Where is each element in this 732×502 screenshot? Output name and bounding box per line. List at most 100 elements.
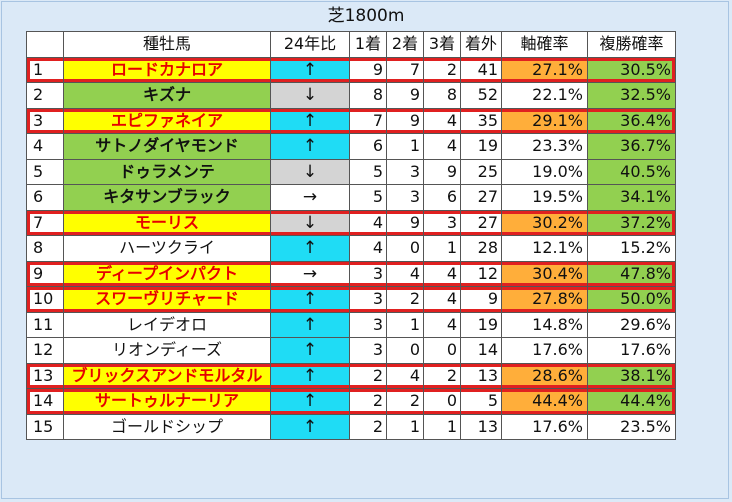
place-rate-cell: 30.5% bbox=[587, 56, 676, 83]
out-count-cell: 25 bbox=[460, 158, 502, 185]
table-title: 芝1800m bbox=[327, 6, 405, 26]
table-row: 10 スワーヴリチャード ↑ 3 2 4 9 27.8% 50.0% bbox=[26, 286, 676, 313]
place-rate-cell: 15.2% bbox=[587, 235, 676, 262]
axis-rate-cell: 44.4% bbox=[501, 388, 588, 415]
place-rate-cell: 38.1% bbox=[587, 362, 676, 389]
trend-arrow-cell: ↑ bbox=[270, 362, 350, 389]
trend-arrow-cell: ↓ bbox=[270, 82, 350, 109]
first-count-cell: 3 bbox=[349, 286, 387, 313]
trend-arrow-cell: → bbox=[270, 184, 350, 211]
sire-name-cell: リオンディーズ bbox=[63, 337, 271, 364]
trend-arrow-cell: → bbox=[270, 260, 350, 287]
sire-name-cell: キタサンブラック bbox=[63, 184, 271, 211]
header-place-rate: 複勝確率 bbox=[587, 31, 676, 58]
place-rate-cell: 23.5% bbox=[587, 413, 676, 440]
sire-name-cell: キズナ bbox=[63, 82, 271, 109]
place-rate-cell: 36.7% bbox=[587, 133, 676, 160]
table-row: 4 サトノダイヤモンド ↑ 6 1 4 19 23.3% 36.7% bbox=[26, 133, 676, 160]
sire-name-cell: サートゥルナーリア bbox=[63, 388, 271, 415]
second-count-cell: 2 bbox=[386, 286, 424, 313]
third-count-cell: 2 bbox=[423, 56, 461, 83]
third-count-cell: 3 bbox=[423, 209, 461, 236]
axis-rate-cell: 12.1% bbox=[501, 235, 588, 262]
rank-cell: 6 bbox=[26, 184, 64, 211]
out-count-cell: 9 bbox=[460, 286, 502, 313]
sire-name-cell: レイデオロ bbox=[63, 311, 271, 338]
third-count-cell: 0 bbox=[423, 337, 461, 364]
second-count-cell: 3 bbox=[386, 184, 424, 211]
rank-cell: 10 bbox=[26, 286, 64, 313]
trend-arrow-cell: ↓ bbox=[270, 209, 350, 236]
sire-name-cell: モーリス bbox=[63, 209, 271, 236]
axis-rate-cell: 27.8% bbox=[501, 286, 588, 313]
out-count-cell: 13 bbox=[460, 413, 502, 440]
rank-cell: 11 bbox=[26, 311, 64, 338]
place-rate-cell: 47.8% bbox=[587, 260, 676, 287]
second-count-cell: 1 bbox=[386, 133, 424, 160]
sire-name-cell: ディープインパクト bbox=[63, 260, 271, 287]
third-count-cell: 4 bbox=[423, 286, 461, 313]
rank-cell: 4 bbox=[26, 133, 64, 160]
axis-rate-cell: 30.2% bbox=[501, 209, 588, 236]
header-trend: 24年比 bbox=[270, 31, 350, 58]
out-count-cell: 52 bbox=[460, 82, 502, 109]
table-row: 1 ロードカナロア ↑ 9 7 2 41 27.1% 30.5% bbox=[26, 56, 676, 83]
trend-arrow-cell: ↓ bbox=[270, 158, 350, 185]
axis-rate-cell: 30.4% bbox=[501, 260, 588, 287]
rank-cell: 8 bbox=[26, 235, 64, 262]
third-count-cell: 9 bbox=[423, 158, 461, 185]
axis-rate-cell: 23.3% bbox=[501, 133, 588, 160]
second-count-cell: 9 bbox=[386, 209, 424, 236]
axis-rate-cell: 29.1% bbox=[501, 107, 588, 134]
table-row: 7 モーリス ↓ 4 9 3 27 30.2% 37.2% bbox=[26, 209, 676, 236]
axis-rate-cell: 27.1% bbox=[501, 56, 588, 83]
first-count-cell: 8 bbox=[349, 82, 387, 109]
place-rate-cell: 50.0% bbox=[587, 286, 676, 313]
sire-name-cell: サトノダイヤモンド bbox=[63, 133, 271, 160]
trend-arrow-cell: ↑ bbox=[270, 413, 350, 440]
rank-cell: 12 bbox=[26, 337, 64, 364]
second-count-cell: 0 bbox=[386, 235, 424, 262]
second-count-cell: 4 bbox=[386, 260, 424, 287]
rank-cell: 14 bbox=[26, 388, 64, 415]
table-row: 6 キタサンブラック → 5 3 6 27 19.5% 34.1% bbox=[26, 184, 676, 211]
place-rate-cell: 29.6% bbox=[587, 311, 676, 338]
header-sire: 種牡馬 bbox=[63, 31, 271, 58]
second-count-cell: 0 bbox=[386, 337, 424, 364]
header-rank bbox=[26, 31, 64, 58]
table-body: 1 ロードカナロア ↑ 9 7 2 41 27.1% 30.5% 2 キズナ ↓ 8 9 8 52 22.1% 3… bbox=[26, 56, 676, 440]
sire-name-cell: エピファネイア bbox=[63, 107, 271, 134]
axis-rate-cell: 14.8% bbox=[501, 311, 588, 338]
second-count-cell: 2 bbox=[386, 388, 424, 415]
third-count-cell: 1 bbox=[423, 413, 461, 440]
table-row: 9 ディープインパクト → 3 4 4 12 30.4% 47.8% bbox=[26, 260, 676, 287]
rank-cell: 13 bbox=[26, 362, 64, 389]
sire-name-cell: ハーツクライ bbox=[63, 235, 271, 262]
sire-name-cell: ブリックスアンドモルタル bbox=[63, 362, 271, 389]
third-count-cell: 0 bbox=[423, 388, 461, 415]
header-row: 種牡馬 24年比 1着 2着 3着 着外 軸確率 複勝確率 bbox=[26, 31, 676, 58]
trend-arrow-cell: ↑ bbox=[270, 235, 350, 262]
table-row: 8 ハーツクライ ↑ 4 0 1 28 12.1% 15.2% bbox=[26, 235, 676, 262]
trend-arrow-cell: ↑ bbox=[270, 286, 350, 313]
rank-cell: 5 bbox=[26, 158, 64, 185]
second-count-cell: 3 bbox=[386, 158, 424, 185]
first-count-cell: 2 bbox=[349, 388, 387, 415]
axis-rate-cell: 17.6% bbox=[501, 337, 588, 364]
trend-arrow-cell: ↑ bbox=[270, 388, 350, 415]
place-rate-cell: 34.1% bbox=[587, 184, 676, 211]
trend-arrow-cell: ↑ bbox=[270, 107, 350, 134]
first-count-cell: 9 bbox=[349, 56, 387, 83]
axis-rate-cell: 19.5% bbox=[501, 184, 588, 211]
third-count-cell: 4 bbox=[423, 133, 461, 160]
table-row: 11 レイデオロ ↑ 3 1 4 19 14.8% 29.6% bbox=[26, 311, 676, 338]
sire-stats-table: 種牡馬 24年比 1着 2着 3着 着外 軸確率 複勝確率 1 ロードカナロア ↑ 9… bbox=[26, 31, 676, 440]
out-count-cell: 27 bbox=[460, 209, 502, 236]
third-count-cell: 4 bbox=[423, 107, 461, 134]
axis-rate-cell: 22.1% bbox=[501, 82, 588, 109]
table-row: 14 サートゥルナーリア ↑ 2 2 0 5 44.4% 44.4% bbox=[26, 388, 676, 415]
third-count-cell: 2 bbox=[423, 362, 461, 389]
rank-cell: 15 bbox=[26, 413, 64, 440]
place-rate-cell: 17.6% bbox=[587, 337, 676, 364]
